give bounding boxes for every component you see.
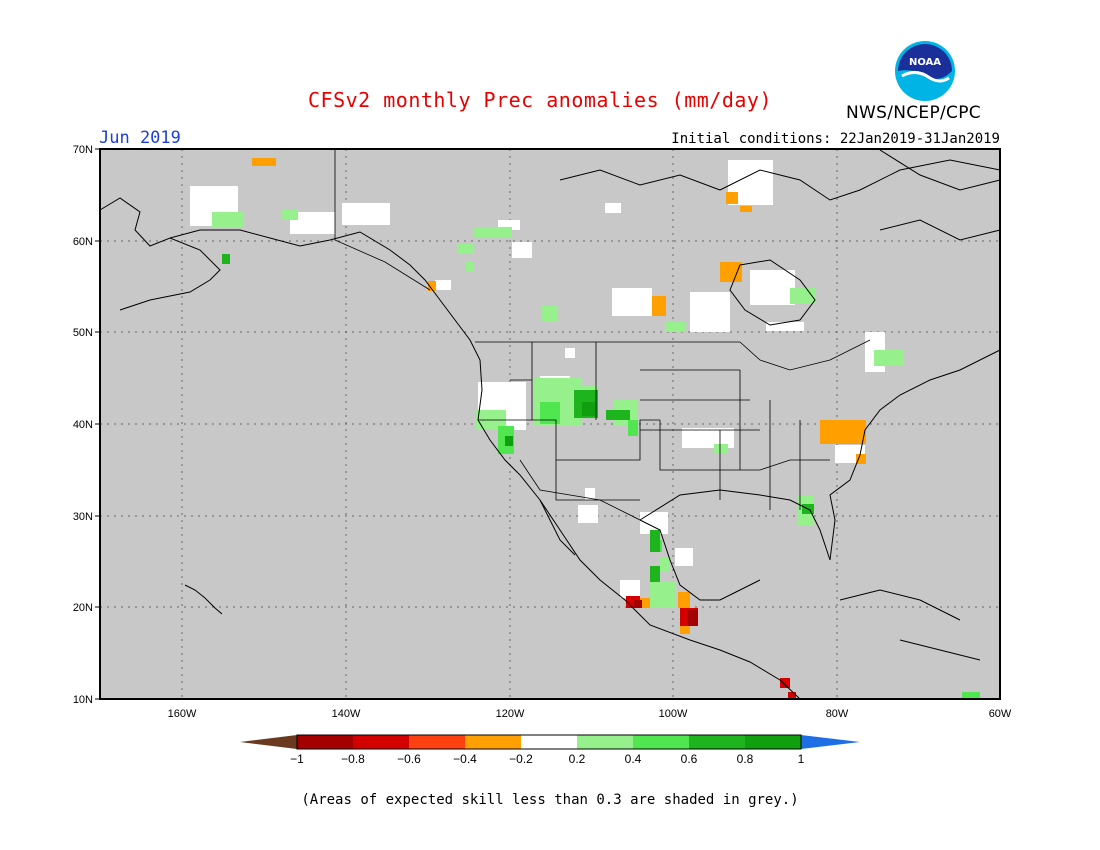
- lon-label: 60W: [989, 708, 1012, 720]
- lon-label: 120W: [496, 708, 525, 720]
- lat-labels: 70N 60N 50N 40N 30N 20N 10N: [73, 144, 93, 706]
- noaa-logo-text: NOAA: [909, 57, 941, 68]
- legend-arrow-high: [801, 735, 860, 749]
- lat-label: 40N: [73, 419, 93, 431]
- legend-label: −0.6: [397, 752, 421, 766]
- legend-swatch: [297, 735, 353, 749]
- chart-title: CFSv2 monthly Prec anomalies (mm/day): [307, 88, 773, 112]
- legend-swatch: [689, 735, 745, 749]
- lon-label: 100W: [659, 708, 688, 720]
- legend-label: 0.6: [681, 752, 698, 766]
- forecast-period: Jun 2019: [99, 128, 181, 148]
- lon-labels: 160W 140W 120W 100W 80W 60W: [168, 708, 1012, 720]
- legend-swatch: [409, 735, 465, 749]
- axis-ticks: [95, 148, 100, 700]
- legend-swatch: [577, 735, 633, 749]
- legend-label: 0.2: [569, 752, 586, 766]
- lat-label: 60N: [73, 236, 93, 248]
- lat-label: 50N: [73, 327, 93, 339]
- legend-label: 1: [798, 752, 805, 766]
- legend-label: −1: [290, 752, 304, 766]
- lat-label: 30N: [73, 511, 93, 523]
- legend-label: −0.2: [509, 752, 533, 766]
- legend-swatch: [353, 735, 409, 749]
- agency-label: NWS/NCEP/CPC: [846, 103, 981, 123]
- political-borders: [334, 150, 871, 521]
- lat-label: 10N: [73, 694, 93, 706]
- legend-label: 0.4: [625, 752, 642, 766]
- legend-swatch: [745, 735, 801, 749]
- legend-label: 0.8: [737, 752, 754, 766]
- legend-labels: −1 −0.8 −0.6 −0.4 −0.2 0.2 0.4 0.6 0.8 1: [290, 752, 805, 766]
- legend-swatch: [521, 735, 577, 749]
- lat-label: 20N: [73, 602, 93, 614]
- initial-conditions: Initial conditions: 22Jan2019-31Jan2019: [671, 131, 1000, 147]
- legend-frame: [296, 734, 802, 750]
- legend-swatch: [633, 735, 689, 749]
- lon-label: 140W: [332, 708, 361, 720]
- skill-footnote: (Areas of expected skill less than 0.3 a…: [301, 792, 799, 808]
- legend-label: −0.8: [341, 752, 365, 766]
- color-legend: [240, 734, 860, 750]
- coastlines: [99, 149, 1001, 700]
- legend-arrow-low: [240, 735, 297, 749]
- legend-swatch: [465, 735, 521, 749]
- lat-label: 70N: [73, 144, 93, 156]
- lon-label: 160W: [168, 708, 197, 720]
- lon-label: 80W: [826, 708, 849, 720]
- legend-label: −0.4: [453, 752, 477, 766]
- noaa-logo: NOAA: [895, 41, 955, 101]
